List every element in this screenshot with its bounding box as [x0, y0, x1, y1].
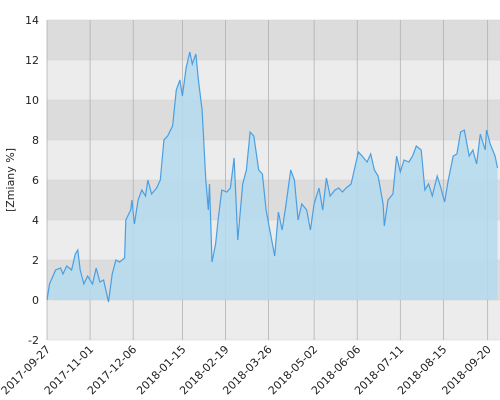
grid-band [47, 300, 500, 340]
y-tick-label: 4 [32, 214, 39, 227]
y-tick-label: 6 [32, 174, 39, 187]
grid-band [47, 20, 500, 60]
y-tick-label: 10 [25, 94, 39, 107]
y-tick-label: 0 [32, 294, 39, 307]
y-tick-label: 8 [32, 134, 39, 147]
area [47, 52, 498, 302]
y-tick-label: 14 [25, 14, 39, 27]
grid-band [47, 100, 500, 140]
grid-band [47, 60, 500, 100]
grid-band [47, 140, 500, 180]
y-axis-label: [Zmiany %] [4, 148, 17, 212]
y-tick-label: -2 [28, 334, 39, 347]
line [46, 51, 499, 303]
y-tick-label: 2 [32, 254, 39, 267]
y-tick-label: 12 [25, 54, 39, 67]
